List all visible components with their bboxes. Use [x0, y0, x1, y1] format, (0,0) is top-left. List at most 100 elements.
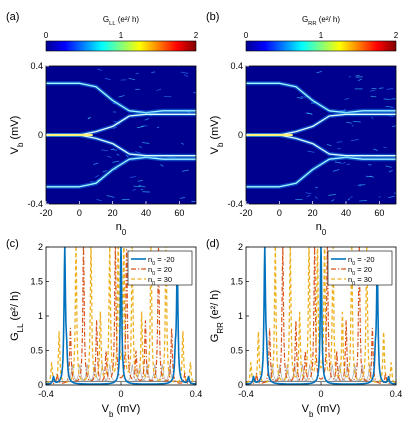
- heatmap-speckle: [144, 118, 150, 121]
- x-tick-label-d-0: -0.4: [238, 389, 254, 399]
- series-line-d-0: [246, 247, 396, 385]
- y-tick-label-d-4: 2: [238, 242, 243, 252]
- legend-label-2: n0 = 30: [348, 275, 372, 287]
- x-tick-label-a-0: -20: [39, 208, 52, 218]
- heatmap-speckle: [296, 96, 303, 100]
- panel-label-d: (d): [206, 238, 219, 250]
- x-tick-label-d-1: 0: [318, 389, 323, 399]
- heatmap-speckle: [388, 170, 393, 173]
- heatmap-speckle: [391, 98, 396, 100]
- heatmap-speckle: [112, 160, 120, 163]
- heatmap-speckle: [151, 71, 156, 73]
- x-tick-label-b-1: 0: [277, 208, 282, 218]
- colorbar-tick-a-2: 2: [194, 31, 199, 40]
- x-tick-label-d-2: 0.4: [390, 389, 403, 399]
- heatmap-speckle: [352, 120, 361, 123]
- panel-a: (a) GLL (e²/ h) 0 1 2 -20 0 20 40 60 -0.4 0 0.4 n0 Vb …: [6, 11, 199, 237]
- colorbar-b: [245, 40, 397, 52]
- heatmap-speckle: [128, 77, 136, 81]
- heatmap-speckle: [388, 195, 395, 198]
- x-tick-label-b-4: 60: [374, 208, 384, 218]
- heatmap-speckle: [306, 112, 313, 115]
- heatmap-speckle: [315, 186, 318, 189]
- plot-area-c: [46, 247, 196, 385]
- heatmap-speckle: [393, 192, 396, 194]
- heatmap-speckle: [138, 185, 146, 188]
- heatmap-speckle: [350, 138, 359, 142]
- y-tick-label-a-2: 0.4: [30, 61, 43, 71]
- heatmap-a: [46, 68, 196, 203]
- y-tick-label-c-0: 0: [38, 380, 43, 390]
- panel-b: (b) GRR (e²/ h) 0 1 2 -20 0 20 40 60 -0.4 0 0.4 n0 Vb …: [206, 11, 399, 237]
- heatmap-band: [246, 82, 396, 114]
- heatmap-speckle: [137, 125, 145, 129]
- heatmap-speckle: [336, 141, 343, 143]
- heatmap-band: [246, 113, 396, 136]
- heatmap-speckle: [180, 71, 189, 74]
- heatmap-speckle: [316, 70, 323, 74]
- heatmap-speckle: [114, 168, 117, 170]
- x-axis-label-b: n0: [316, 221, 327, 237]
- x-tick-label-c-0: -0.4: [38, 389, 54, 399]
- heatmap-speckle: [305, 192, 312, 195]
- x-tick-label-c-1: 0: [118, 389, 123, 399]
- heatmap-speckle: [102, 170, 108, 173]
- x-tick-label-c-2: 0.4: [190, 389, 203, 399]
- heatmap-speckle: [391, 125, 396, 127]
- legend-label-1: n0 = 20: [148, 265, 172, 277]
- heatmap-speckle: [383, 98, 391, 100]
- x-axis-label-c: Vb (mV): [102, 403, 141, 419]
- heatmap-band: [246, 156, 396, 188]
- heatmap-b: [246, 70, 396, 202]
- heatmap-speckle: [344, 98, 350, 100]
- heatmap-speckle: [160, 164, 164, 167]
- heatmap-speckle: [142, 142, 150, 144]
- heatmap-speckle: [300, 96, 303, 98]
- x-axis-label-a: n0: [116, 221, 127, 237]
- y-tick-label-c-4: 2: [38, 242, 43, 252]
- heatmap-speckle: [385, 165, 392, 168]
- panel-label-c: (c): [6, 238, 19, 250]
- heatmap-speckle: [342, 161, 346, 164]
- y-axis-label-a: Vb (mV): [9, 116, 25, 155]
- plot-area-d: [246, 247, 396, 385]
- heatmap-speckle: [378, 87, 384, 89]
- x-tick-label-a-3: 40: [141, 208, 151, 218]
- heatmap-speckle: [357, 156, 362, 159]
- y-tick-label-b-1: 0: [238, 130, 243, 140]
- colorbar-title-b: GRR (e²/ h): [302, 15, 340, 27]
- colorbar-a: [45, 40, 197, 52]
- heatmap-speckle: [87, 116, 91, 120]
- y-tick-label-d-3: 1.5: [230, 277, 243, 287]
- colorbar-tick-b-1: 1: [319, 31, 324, 40]
- heatmap-speckle: [156, 88, 162, 92]
- heatmap-speckle: [96, 199, 102, 202]
- heatmap-speckle: [347, 198, 351, 201]
- colorbar-tick-a-0: 0: [44, 31, 49, 40]
- heatmap-speckle: [93, 162, 99, 166]
- heatmap-speckle: [350, 196, 353, 198]
- heatmap-speckle: [385, 106, 394, 108]
- series-line-c-0: [46, 247, 196, 385]
- heatmap-speckle: [370, 95, 377, 98]
- y-axis-label-c: GLL (e²/ h): [9, 291, 25, 341]
- heatmap-band: [46, 156, 196, 188]
- heatmap-speckle: [328, 193, 337, 196]
- y-axis-label-b: Vb (mV): [209, 116, 225, 155]
- x-tick-label-a-4: 60: [174, 208, 184, 218]
- heatmap-speckle: [346, 121, 353, 124]
- y-axis-label-d: GRR (e²/ h): [209, 290, 225, 342]
- heatmap-speckle: [106, 195, 115, 198]
- legend-label-1: n0 = 20: [348, 265, 372, 277]
- y-tick-label-d-2: 1: [238, 311, 243, 321]
- heatmap-speckle: [106, 155, 112, 158]
- heatmap-speckle: [125, 154, 129, 158]
- legend-label-0: n0 = -20: [148, 255, 175, 267]
- heatmap-speckle: [373, 148, 378, 151]
- panel-label-a: (a): [6, 11, 19, 23]
- heatmap-speckle: [365, 175, 372, 178]
